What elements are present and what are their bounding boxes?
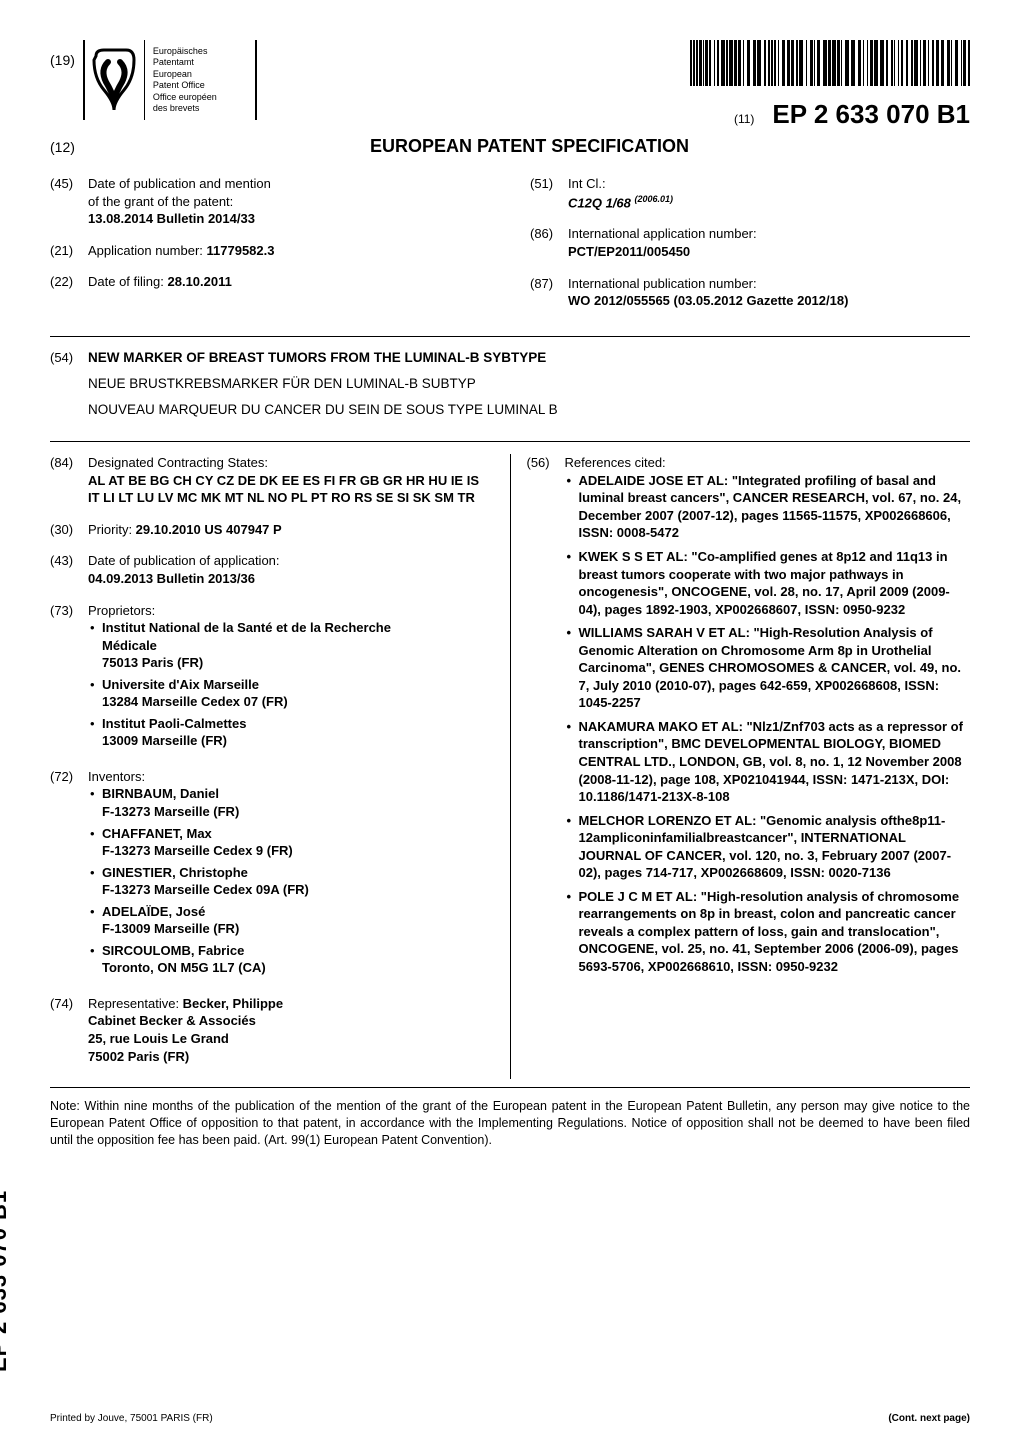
bib-label: Proprietors: xyxy=(88,602,391,620)
publication-row: (11) EP 2 633 070 B1 xyxy=(690,99,970,130)
epo-logo: EuropäischesPatentamt EuropeanPatent Off… xyxy=(83,40,257,120)
barcode xyxy=(690,40,970,86)
reference-item: MELCHOR LORENZO ET AL: "Genomic analysis… xyxy=(565,812,971,882)
bib-code: (43) xyxy=(50,552,80,587)
inventor-item: GINESTIER, ChristopheF-13273 Marseille C… xyxy=(88,864,309,899)
reference-item: POLE J C M ET AL: "High-resolution analy… xyxy=(565,888,971,976)
references-cited: (56) References cited:ADELAIDE JOSE ET A… xyxy=(527,454,971,981)
bib-code: (22) xyxy=(50,273,80,291)
inventors: (72) Inventors:BIRNBAUM, DanielF-13273 M… xyxy=(50,768,494,981)
proprietor-item: Institut National de la Santé et de la R… xyxy=(88,619,391,672)
code-19: (19) xyxy=(50,40,75,68)
bib-item: (45) Date of publication and mentionof th… xyxy=(50,175,490,228)
publication-number: EP 2 633 070 B1 xyxy=(772,99,970,130)
bib-code: (86) xyxy=(530,225,560,260)
bib-code: (72) xyxy=(50,768,80,981)
bib-code: (87) xyxy=(530,275,560,310)
reference-item: WILLIAMS SARAH V ET AL: "High-Resolution… xyxy=(565,624,971,712)
bib-line: International publication number: xyxy=(568,275,848,293)
bib-code: (84) xyxy=(50,454,80,507)
epo-name-fr1: Office européen xyxy=(153,92,217,102)
bib-bold: 13.08.2014 Bulletin 2014/33 xyxy=(88,210,271,228)
opposition-note: Note: Within nine months of the publicat… xyxy=(50,1098,970,1149)
doc-title-row: (12) EUROPEAN PATENT SPECIFICATION xyxy=(50,136,970,157)
inventor-item: ADELAÏDE, JoséF-13009 Marseille (FR) xyxy=(88,903,309,938)
epo-name-fr2: des brevets xyxy=(153,103,200,113)
bib-item: (22) Date of filing: 28.10.2011 xyxy=(50,273,490,291)
bib-line: Date of filing: 28.10.2011 xyxy=(88,273,232,291)
bib-bold: PCT/EP2011/005450 xyxy=(568,243,757,261)
title-main: NEW MARKER OF BREAST TUMORS FROM THE LUM… xyxy=(88,349,558,367)
footer-printer: Printed by Jouve, 75001 PARIS (FR) xyxy=(50,1413,213,1424)
header: (19) EuropäischesPatentamt EuropeanPaten… xyxy=(50,40,970,130)
designated-value: AL AT BE BG CH CY CZ DE DK EE ES FI FR G… xyxy=(88,472,494,507)
barcode-block: (11) EP 2 633 070 B1 xyxy=(690,40,970,130)
representative: (74) Representative: Becker, PhilippeCab… xyxy=(50,995,494,1065)
designated-states: (84) Designated Contracting States: AL A… xyxy=(50,454,494,507)
bib-label: Inventors: xyxy=(88,768,309,786)
epo-name-de1: Europäisches xyxy=(153,46,208,56)
inventor-item: SIRCOULOMB, FabriceToronto, ON M5G 1L7 (… xyxy=(88,942,309,977)
doc-title: EUROPEAN PATENT SPECIFICATION xyxy=(89,136,970,157)
bib-code: (45) xyxy=(50,175,80,228)
spine-pubnum: EP 2 633 070 B1 xyxy=(0,1190,12,1372)
proprietor-item: Institut Paoli-Calmettes13009 Marseille … xyxy=(88,715,391,750)
reference-item: NAKAMURA MAKO ET AL: "Nlz1/Znf703 acts a… xyxy=(565,718,971,806)
bib-item: (87) International publication number:WO … xyxy=(530,275,970,310)
representative-body: Representative: Becker, PhilippeCabinet … xyxy=(88,995,283,1065)
bib-code: (51) xyxy=(530,175,560,211)
inventor-item: CHAFFANET, MaxF-13273 Marseille Cedex 9 … xyxy=(88,825,309,860)
code-11: (11) xyxy=(734,112,754,126)
epo-logo-text: EuropäischesPatentamt EuropeanPatent Off… xyxy=(145,40,255,120)
bib-line: International application number: xyxy=(568,225,757,243)
biblio-left-col: (45) Date of publication and mentionof th… xyxy=(50,175,490,324)
bib-label: Int Cl.: xyxy=(568,175,673,193)
pub-43: (43) Date of publication of application:… xyxy=(50,552,494,587)
bib-label: Designated Contracting States: xyxy=(88,454,494,472)
footer-continued: (Cont. next page) xyxy=(888,1413,970,1424)
bib-label: References cited: xyxy=(565,454,971,472)
priority-line: Priority: 29.10.2010 US 407947 P xyxy=(88,521,282,539)
proprietor-item: Universite d'Aix Marseille13284 Marseill… xyxy=(88,676,391,711)
bib-code: (30) xyxy=(50,521,80,539)
bib-code: (74) xyxy=(50,995,80,1065)
bib-item: (21) Application number: 11779582.3 xyxy=(50,242,490,260)
bib-bold: 04.09.2013 Bulletin 2013/36 xyxy=(88,570,280,588)
inventor-item: BIRNBAUM, DanielF-13273 Marseille (FR) xyxy=(88,785,309,820)
bib-line: of the grant of the patent: xyxy=(88,193,271,211)
bib-item: (51) Int Cl.:C12Q 1/68 (2006.01) xyxy=(530,175,970,211)
bib-code: (73) xyxy=(50,602,80,754)
lower-right-col: (56) References cited:ADELAIDE JOSE ET A… xyxy=(510,454,971,1079)
reference-item: KWEK S S ET AL: "Co-amplified genes at 8… xyxy=(565,548,971,618)
biblio-top: (45) Date of publication and mentionof th… xyxy=(50,175,970,337)
biblio-right-col: (51) Int Cl.:C12Q 1/68 (2006.01) (86) Inter… xyxy=(530,175,970,324)
epo-name-en2: Patent Office xyxy=(153,80,205,90)
proprietors: (73) Proprietors:Institut National de la… xyxy=(50,602,494,754)
bib-line: Date of publication of application: xyxy=(88,552,280,570)
bib-line: Application number: 11779582.3 xyxy=(88,242,274,260)
bib-code: (56) xyxy=(527,454,557,981)
reference-item: ADELAIDE JOSE ET AL: "Integrated profili… xyxy=(565,472,971,542)
bib-value: C12Q 1/68 (2006.01) xyxy=(568,193,673,212)
epo-name-en1: European xyxy=(153,69,192,79)
title-fr: NOUVEAU MARQUEUR DU CANCER DU SEIN DE SO… xyxy=(88,401,558,419)
footer: Printed by Jouve, 75001 PARIS (FR) (Cont… xyxy=(50,1413,970,1424)
code-54: (54) xyxy=(50,349,80,420)
epo-logo-mark xyxy=(85,40,145,120)
epo-name-de2: Patentamt xyxy=(153,57,194,67)
priority: (30) Priority: 29.10.2010 US 407947 P xyxy=(50,521,494,539)
titles-block: (54) NEW MARKER OF BREAST TUMORS FROM TH… xyxy=(50,349,970,443)
bib-line: Date of publication and mention xyxy=(88,175,271,193)
lower-section: (84) Designated Contracting States: AL A… xyxy=(50,454,970,1088)
lower-left-col: (84) Designated Contracting States: AL A… xyxy=(50,454,510,1079)
bib-code: (21) xyxy=(50,242,80,260)
code-12: (12) xyxy=(50,139,75,155)
bib-item: (86) International application number:PCT… xyxy=(530,225,970,260)
bib-bold: WO 2012/055565 (03.05.2012 Gazette 2012/… xyxy=(568,292,848,310)
title-de: NEUE BRUSTKREBSMARKER FÜR DEN LUMINAL-B … xyxy=(88,375,558,393)
